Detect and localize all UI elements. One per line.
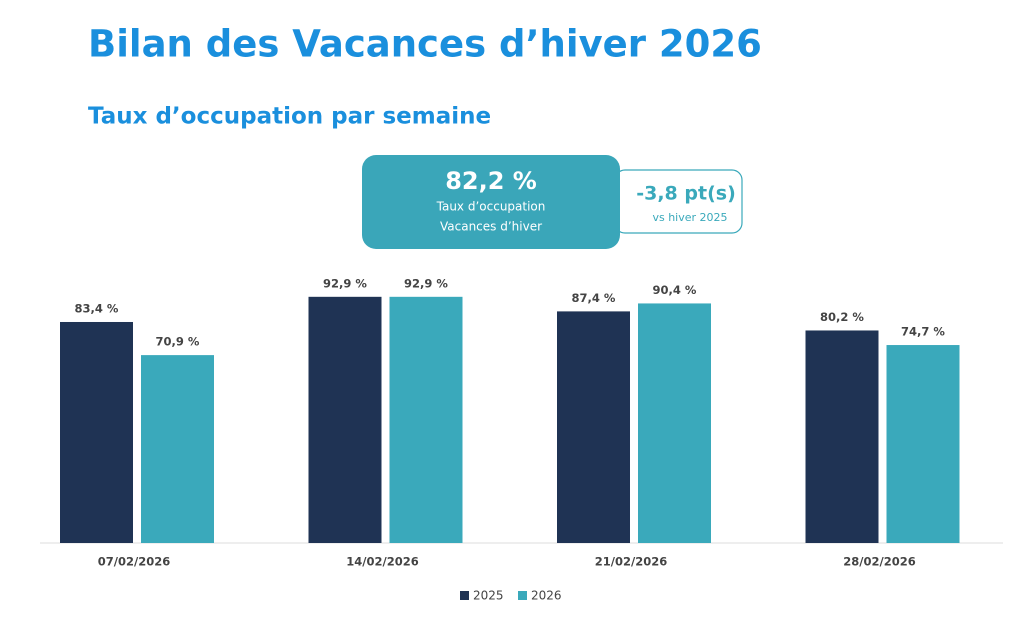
kpi-value: 82,2 % bbox=[445, 167, 537, 195]
bar bbox=[805, 330, 879, 543]
bar bbox=[886, 345, 960, 543]
x-tick-label: 14/02/2026 bbox=[346, 555, 418, 569]
chart-subtitle: Taux d’occupation par semaine bbox=[88, 104, 491, 130]
value-label: 70,9 % bbox=[156, 335, 200, 349]
x-tick-label: 21/02/2026 bbox=[595, 555, 667, 569]
kpi-label: Vacances d’hiver bbox=[440, 220, 542, 234]
bar bbox=[308, 296, 382, 543]
kpi-box bbox=[362, 155, 620, 249]
kpi-delta: -3,8 pt(s) bbox=[636, 183, 736, 205]
legend-label: 2026 bbox=[531, 589, 562, 603]
chart-title: Bilan des Vacances d’hiver 2026 bbox=[88, 23, 762, 66]
kpi-label: Taux d’occupation bbox=[436, 200, 546, 214]
x-tick-label: 28/02/2026 bbox=[843, 555, 915, 569]
bar bbox=[60, 321, 133, 543]
value-label: 87,4 % bbox=[572, 291, 616, 305]
x-tick-label: 07/02/2026 bbox=[98, 555, 170, 569]
value-label: 80,2 % bbox=[820, 310, 864, 324]
value-label: 74,7 % bbox=[901, 325, 945, 339]
bar bbox=[557, 311, 630, 543]
bar bbox=[638, 303, 711, 543]
legend-swatch bbox=[518, 591, 527, 600]
bar bbox=[141, 355, 214, 543]
value-label: 92,9 % bbox=[404, 276, 448, 290]
legend-swatch bbox=[460, 591, 469, 600]
value-label: 90,4 % bbox=[653, 283, 697, 297]
bar bbox=[389, 296, 463, 543]
value-label: 92,9 % bbox=[323, 276, 367, 290]
legend-label: 2025 bbox=[473, 589, 504, 603]
kpi-delta-note: vs hiver 2025 bbox=[652, 211, 727, 224]
value-label: 83,4 % bbox=[75, 301, 119, 315]
